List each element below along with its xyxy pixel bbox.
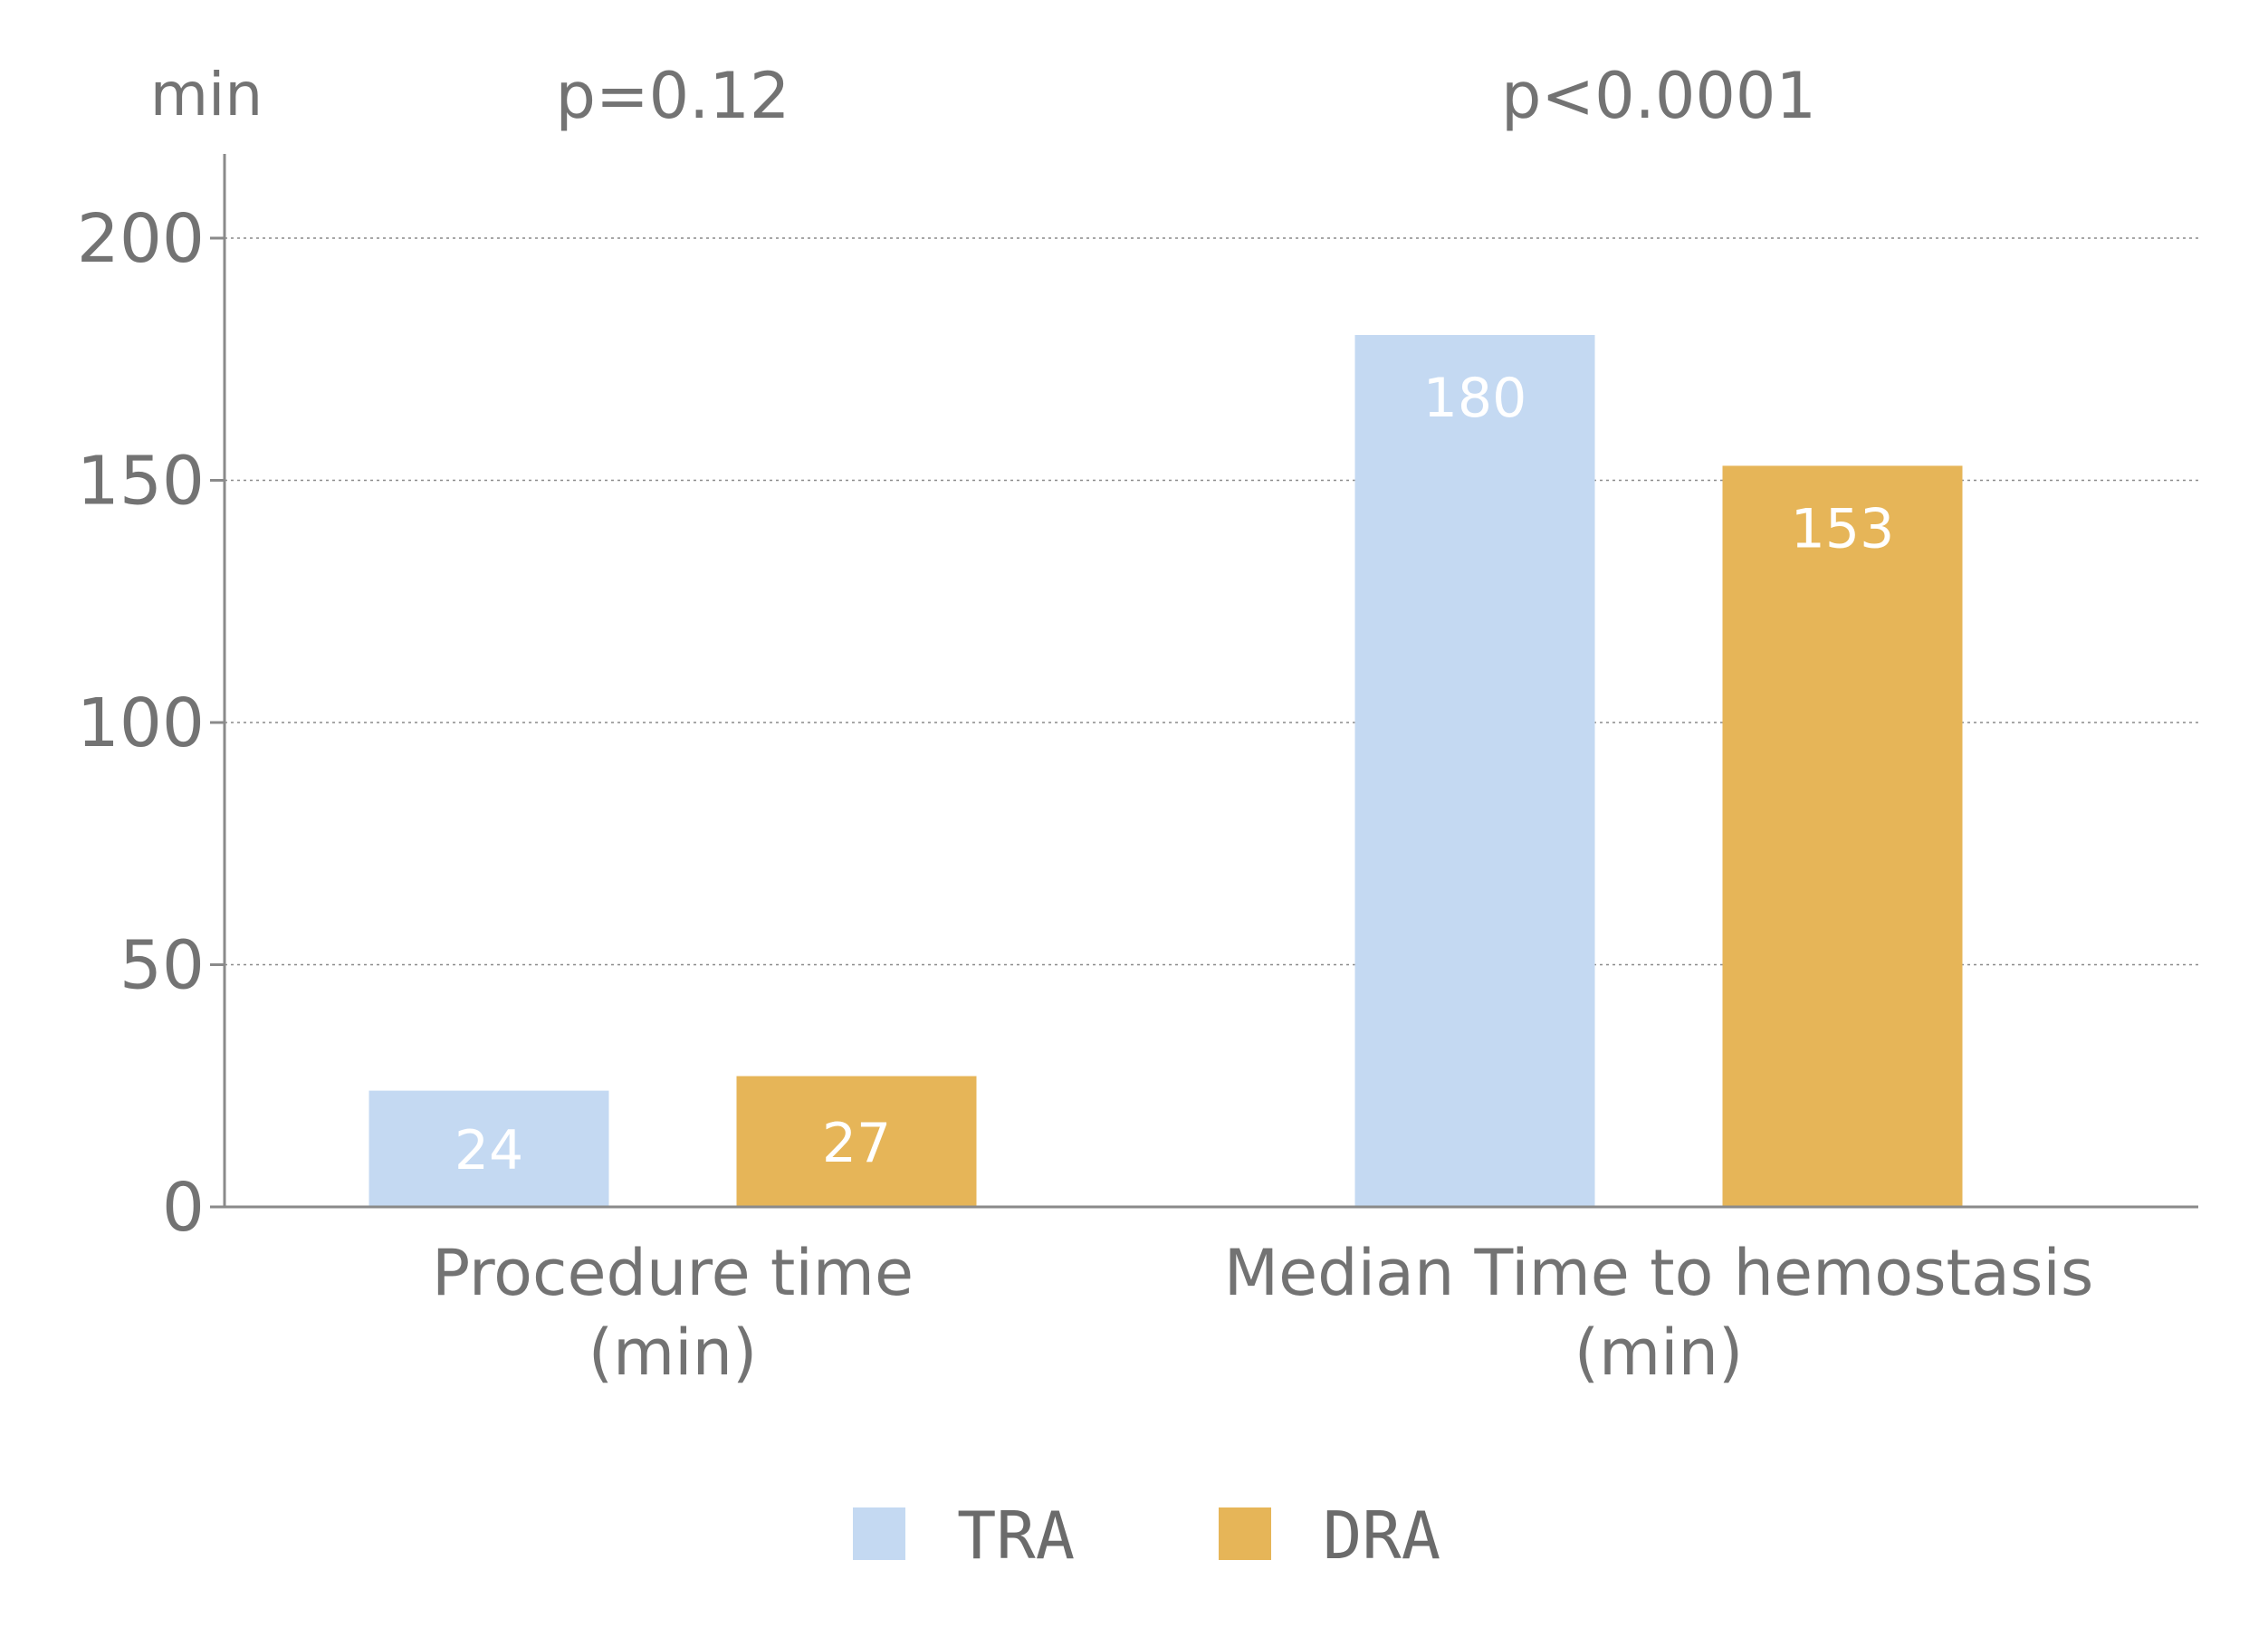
p-value-label: p<0.0001 [1501,59,1816,133]
legend: TRA DRA [853,1498,1440,1574]
p-values: p=0.12 p<0.0001 [556,59,1816,133]
legend-swatch-tra [853,1507,905,1560]
y-tick-label: 0 [162,1169,205,1247]
y-tick-label: 50 [120,927,205,1005]
data-label: 153 [1791,497,1895,560]
p-value-label: p=0.12 [556,59,790,133]
bars [368,335,1963,1207]
bar-tra [368,1090,609,1207]
category-label: (min) [1574,1316,1744,1390]
bar-dra [736,1076,977,1207]
data-label: 180 [1423,367,1527,430]
category-labels: Procedure time(min)Median Time to hemost… [432,1236,2093,1390]
y-tick-label: 200 [77,200,205,278]
legend-label-tra: TRA [957,1498,1075,1574]
data-labels: 24 27 180 153 [455,367,1894,1182]
category-label: (min) [589,1316,758,1390]
data-label: 24 [455,1119,523,1182]
y-tick-label: 150 [77,443,205,521]
category-label: Median Time to hemostasis [1224,1236,2094,1310]
bar-dra [1722,465,1963,1207]
y-axis-ticks: 0 50 100 150 200 [77,200,225,1247]
y-tick-label: 100 [77,684,205,762]
legend-swatch-dra [1219,1507,1271,1560]
data-label: 27 [822,1112,891,1175]
bar-tra [1354,335,1595,1207]
legend-label-dra: DRA [1323,1498,1440,1574]
y-axis-unit-label: min [150,60,263,129]
category-label: Procedure time [432,1236,914,1310]
